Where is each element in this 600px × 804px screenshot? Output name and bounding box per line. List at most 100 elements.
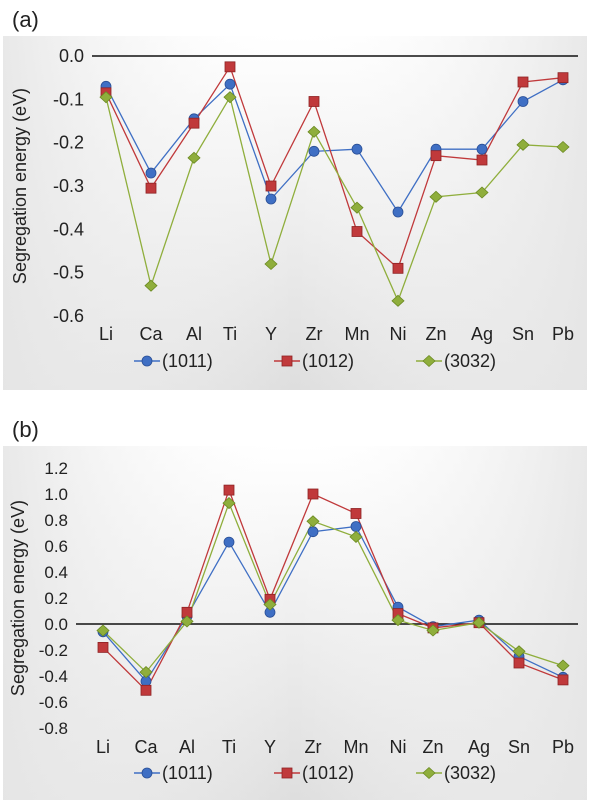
y-tick-label: -0.3 (53, 176, 84, 196)
x-tick-label: Al (179, 737, 195, 757)
x-tick-label: Pb (552, 324, 574, 344)
data-point (557, 72, 569, 84)
data-point (472, 616, 486, 629)
x-tick-label: Zr (306, 324, 323, 344)
x-tick-label: Mn (343, 737, 368, 757)
data-point (517, 96, 529, 107)
legend-marker (141, 355, 153, 367)
data-point (224, 61, 236, 73)
data-point (264, 257, 278, 271)
series-line (105, 65, 564, 270)
y-tick-label: -0.8 (39, 719, 68, 738)
data-point (391, 294, 405, 307)
y-tick-label: 0.0 (44, 615, 68, 634)
data-point (351, 226, 363, 237)
data-point (351, 143, 363, 155)
data-point (145, 167, 157, 179)
y-tick-label: -0.4 (53, 219, 84, 239)
data-point (224, 78, 236, 90)
x-tick-label: Ca (134, 737, 158, 757)
data-point (97, 642, 109, 653)
x-tick-label: Ni (390, 324, 407, 344)
data-point (265, 193, 277, 205)
x-tick-label: Y (264, 737, 276, 757)
y-tick-label: 0.4 (44, 563, 68, 582)
data-point (307, 488, 319, 500)
data-point (475, 186, 489, 199)
y-tick-label: -0.4 (39, 667, 68, 686)
data-point (391, 614, 405, 627)
data-point (96, 624, 110, 637)
legend-marker (422, 766, 436, 780)
series-line (102, 501, 564, 674)
legend-label: (1011) (162, 763, 213, 783)
data-point (350, 201, 364, 214)
y-tick-label: 1.2 (44, 459, 68, 478)
data-point (188, 117, 200, 129)
data-point (430, 150, 442, 162)
data-point (308, 96, 320, 107)
y-tick-label: -0.1 (53, 89, 84, 109)
data-point (223, 536, 235, 548)
y-tick-label: 0.8 (44, 511, 68, 530)
x-tick-label: Ti (222, 737, 236, 757)
x-tick-label: Ag (468, 737, 490, 757)
y-tick-label: 0.0 (59, 46, 84, 66)
data-point (556, 659, 570, 672)
data-point (187, 151, 201, 164)
data-point (513, 657, 525, 669)
data-point (517, 76, 529, 88)
legend-marker (281, 767, 293, 779)
y-tick-label: 0.2 (44, 589, 68, 608)
y-tick-label: -0.2 (53, 133, 84, 153)
data-point (557, 674, 569, 686)
data-point (308, 145, 320, 157)
data-point (392, 262, 404, 274)
data-point (307, 125, 321, 138)
data-point (99, 91, 113, 104)
chart-area-a-shade (3, 36, 587, 390)
x-tick-label: Mn (344, 324, 369, 344)
data-point (139, 666, 153, 679)
data-point (263, 598, 277, 611)
x-tick-label: Li (96, 737, 110, 757)
data-point (144, 279, 158, 292)
legend-marker (141, 767, 153, 779)
data-point (145, 182, 157, 194)
series-line (102, 488, 564, 692)
chart-area-b-shade (3, 446, 587, 800)
y-axis-label: Segregation energy (eV) (10, 88, 30, 284)
data-point (349, 530, 363, 543)
series-line (105, 95, 564, 303)
x-tick-label: Ag (471, 324, 493, 344)
data-point (476, 143, 488, 155)
data-point (429, 190, 443, 203)
data-point (476, 154, 488, 166)
data-point (265, 180, 277, 192)
data-point (350, 508, 362, 519)
data-point (392, 206, 404, 218)
legend-marker (422, 354, 436, 368)
legend-label: (1012) (302, 763, 354, 783)
legend-label: (3032) (444, 351, 496, 371)
chart-panel-b: (b) 1.2 1.0 0.8 0.6 0.4 0.2 0.0 -0.2 -0.4 -0.6 -0.… (3, 417, 587, 800)
plot-area-a: 0.0 -0.1 -0.2 -0.3 -0.4 -0.5 -0.6 Segregation e… (10, 46, 578, 371)
y-tick-label: -0.6 (53, 306, 84, 326)
data-point (516, 138, 530, 151)
x-tick-label: Y (265, 324, 277, 344)
plot-area-b: 1.2 1.0 0.8 0.6 0.4 0.2 0.0 -0.2 -0.4 -0.6 -0.8 Seg… (8, 459, 578, 783)
y-tick-label: 0.6 (44, 537, 68, 556)
x-tick-label: Sn (512, 324, 534, 344)
x-tick-label: Ti (223, 324, 237, 344)
data-point (140, 684, 152, 696)
data-point (307, 526, 319, 538)
x-tick-label: Sn (508, 737, 530, 757)
chart-panel-a: (a) 0.0 -0.1 -0.2 -0.3 -0.4 -0.5 -0.6 Segregati… (3, 7, 587, 390)
data-point (180, 615, 194, 628)
x-tick-label: Zr (305, 737, 322, 757)
series-line (105, 79, 564, 214)
x-tick-label: Ni (390, 737, 407, 757)
legend-label: (1012) (302, 351, 354, 371)
legend-label: (1011) (162, 351, 213, 371)
